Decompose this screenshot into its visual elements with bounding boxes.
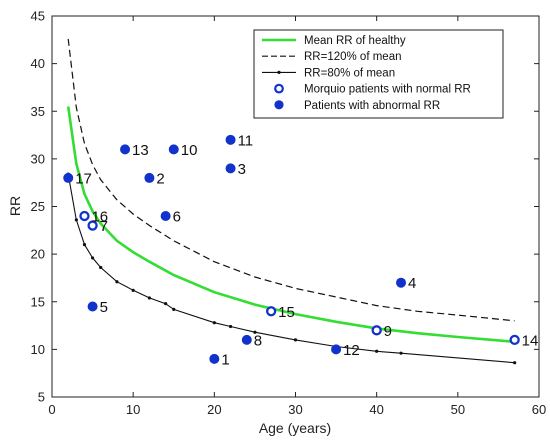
point-label: 6 [173,209,181,226]
patient-point-abnormal [241,334,252,345]
point-label: 5 [100,299,108,316]
x-tick-label: 50 [451,402,465,417]
point-label: 15 [278,304,295,321]
point-label: 13 [132,142,149,159]
point-label: 12 [343,342,360,359]
patient-point-abnormal [209,353,220,364]
point-label: 8 [254,332,262,349]
lower-line-marker [131,288,135,292]
point-label: 10 [181,142,198,159]
lower-line-marker [82,243,87,247]
x-axis-title: Age (years) [259,420,331,436]
point-label: 17 [75,170,92,187]
lower-line-marker [228,324,233,329]
upper-120-line [67,38,515,322]
legend-120: RR=120% of mean [304,51,402,63]
lower-line-marker [399,351,403,355]
lower-line-marker [99,265,103,270]
legend-swatch-normal [274,83,284,94]
patient-point-normal [371,325,382,336]
lower-line-marker [513,361,517,365]
patient-point-normal [265,306,277,317]
x-tick-label: 40 [369,402,383,417]
legend: Mean RR of healthy RR=120% of mean RR=80% … [253,29,504,119]
point-label: 14 [522,332,539,349]
y-tick-label: 10 [31,342,45,357]
patient-point-abnormal [331,344,342,355]
y-tick-label: 5 [38,390,45,405]
lower-line-marker [253,330,257,334]
legend-80: RR=80% of mean [304,67,395,79]
y-tick-label: 45 [31,9,45,24]
patient-point-normal [79,210,90,222]
lower-line-marker [375,349,379,353]
y-tick-label: 20 [31,247,45,262]
x-tick-label: 0 [48,402,55,417]
lower-line-marker [115,280,119,284]
patient-point-abnormal [225,163,236,174]
x-tick-label: 20 [207,402,221,417]
lower-line-marker [212,321,216,325]
lower-80-line [67,174,515,364]
y-tick-label: 40 [31,56,45,71]
legend-swatch-80-marker [277,70,281,74]
curve-lines [66,38,517,365]
legend-box [253,29,504,119]
legend-normal: Morquio patients with normal RR [304,84,471,96]
lower-line-marker [293,338,298,342]
patient-point-normal [87,220,98,231]
y-tick-label: 35 [31,104,45,119]
point-label: 3 [238,161,246,178]
y-axis-title: RR [7,196,23,216]
y-tick-label: 25 [31,199,45,214]
point-label: 7 [100,218,108,235]
legend-abnormal: Patients with abnormal RR [304,100,440,112]
point-label: 1 [221,351,229,368]
patient-point-abnormal [225,134,236,145]
patient-point-normal [509,334,520,346]
y-tick-label: 30 [31,151,45,166]
patient-point-abnormal [63,172,74,183]
point-label: 16 [91,209,108,226]
legend-mean: Mean RR of healthy [304,35,406,47]
point-label: 9 [384,323,392,340]
point-label: 11 [238,132,254,149]
mean-rr-line [66,106,515,344]
patient-point-abnormal [160,211,171,222]
patient-point-abnormal [144,172,155,183]
patient-point-abnormal [120,144,131,155]
patient-point-abnormal [168,144,179,155]
patient-point-abnormal [396,277,407,288]
y-tick-label: 15 [31,294,45,309]
point-label: 2 [156,170,164,187]
x-tick-label: 10 [126,402,140,417]
patient-point-abnormal [87,301,98,312]
lower-line-marker [74,218,78,222]
lower-line-marker [90,256,95,260]
x-tick-label: 60 [532,402,546,417]
lower-line-marker [147,296,151,300]
lower-line-marker [164,302,168,306]
x-tick-label: 30 [288,402,302,417]
point-label: 4 [408,275,416,292]
lower-line-marker [172,307,176,311]
legend-swatch-abnormal [274,100,284,110]
